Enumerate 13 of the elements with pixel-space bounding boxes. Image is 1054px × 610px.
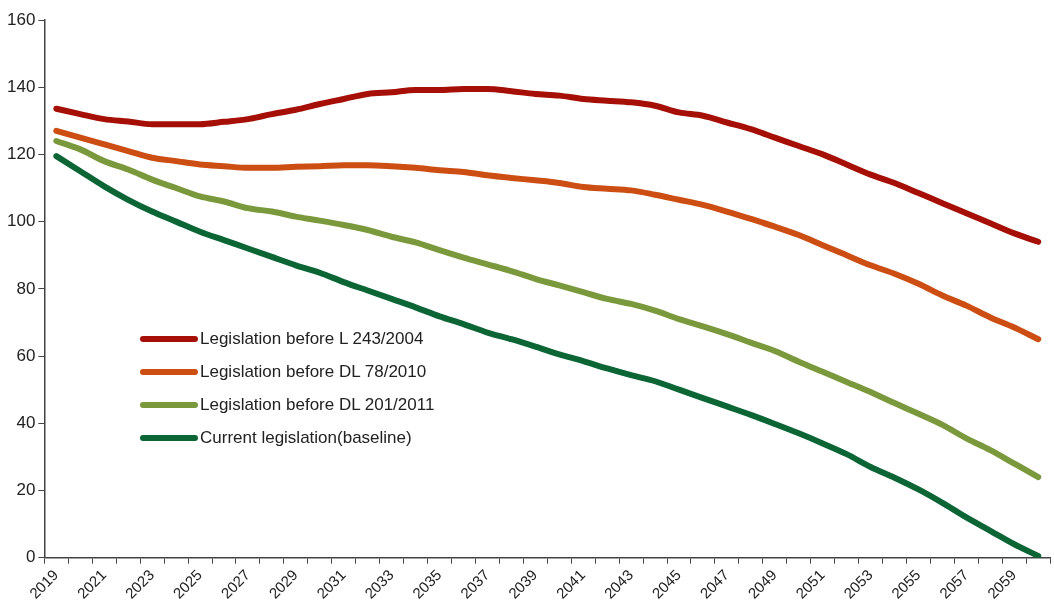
legend-label: Legislation before DL 78/2010	[200, 361, 427, 382]
y-tick-label: 100	[6, 211, 36, 231]
legend-label: Legislation before DL 201/2011	[200, 394, 435, 415]
y-tick-label: 0	[25, 547, 36, 567]
y-tick-label: 80	[16, 278, 36, 298]
y-tick-label: 140	[6, 76, 36, 96]
y-tick-label: 20	[16, 480, 36, 500]
y-tick-label: 40	[16, 412, 36, 432]
y-tick-label: 120	[6, 144, 36, 164]
y-tick-label: 160	[6, 9, 36, 29]
legend-label: Current legislation(baseline)	[200, 427, 412, 448]
legend-label: Legislation before L 243/2004	[200, 328, 424, 349]
y-tick-label: 60	[16, 345, 36, 365]
